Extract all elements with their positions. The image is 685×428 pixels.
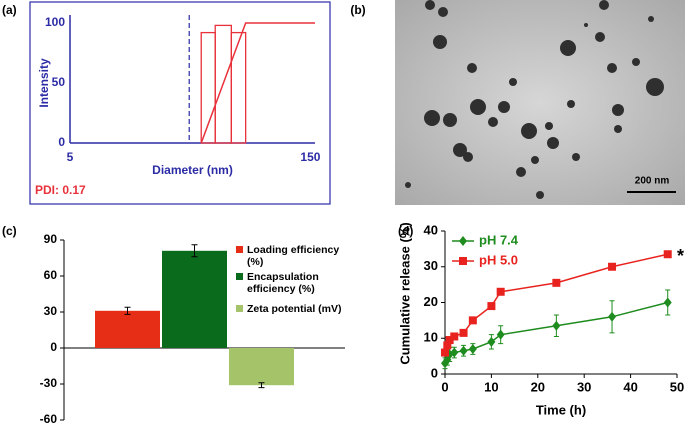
data-point xyxy=(459,328,468,337)
legend-item: Loading efficiency (%) xyxy=(236,244,348,268)
data-point xyxy=(443,341,452,350)
data-point xyxy=(663,297,672,308)
x-tick-label: 30 xyxy=(577,379,591,394)
histogram-bar xyxy=(230,31,247,144)
legend-label: Encapsulation efficiency (%) xyxy=(247,271,319,295)
data-point xyxy=(496,329,505,340)
x-tick-label: 10 xyxy=(484,379,498,394)
data-point xyxy=(552,278,561,287)
x-tick-label: 5 xyxy=(67,150,74,164)
annotation: * xyxy=(677,246,684,266)
histogram-bar xyxy=(200,31,216,144)
legend-label: pH 7.4 xyxy=(479,232,519,247)
y-tick-label: 30 xyxy=(424,258,438,273)
y-tick-label: 90 xyxy=(44,232,58,246)
legend-label: Zeta potential (mV) xyxy=(247,303,342,315)
data-point xyxy=(608,262,617,271)
x-tick-label: 20 xyxy=(531,379,545,394)
bar xyxy=(95,310,160,348)
y-tick-label: 20 xyxy=(424,294,438,309)
cumulative-line xyxy=(200,22,315,144)
y-tick-label: 0 xyxy=(50,340,57,354)
data-point xyxy=(487,336,496,347)
x-tick-label: 40 xyxy=(623,379,637,394)
tem-image xyxy=(395,0,685,205)
error-bar xyxy=(258,382,265,389)
y-axis-label: Cumulative release (%) xyxy=(397,222,413,365)
panel-label: (b) xyxy=(350,3,365,17)
bar xyxy=(162,250,227,348)
panel-frame xyxy=(29,1,331,205)
legend: Loading efficiency (%) Encapsulation effi… xyxy=(236,244,348,318)
y-tick-label: 50 xyxy=(52,75,66,89)
annotation: PDI: 0.17 xyxy=(35,183,86,197)
data-point xyxy=(445,336,454,345)
error-bar xyxy=(191,244,198,258)
y-tick-label: 60 xyxy=(44,268,58,282)
x-tick-label: 0 xyxy=(441,379,448,394)
panel-label: (d) xyxy=(398,224,413,238)
error-bar xyxy=(124,306,131,315)
legend-swatch xyxy=(236,273,243,280)
data-point xyxy=(459,345,468,356)
bar xyxy=(229,348,294,386)
legend-marker xyxy=(459,236,467,246)
data-point xyxy=(441,348,449,357)
legend-label: Loading efficiency (%) xyxy=(247,244,340,268)
data-point xyxy=(552,320,561,331)
panel-label: (a) xyxy=(2,3,17,17)
x-tick-label: 150 xyxy=(300,150,320,164)
y-tick-label: 0 xyxy=(431,365,438,380)
series-line xyxy=(444,253,668,353)
x-axis-label: Diameter (nm) xyxy=(152,163,233,177)
panel-label: (c) xyxy=(2,224,17,238)
legend-label: pH 5.0 xyxy=(479,252,518,267)
y-tick-label: 10 xyxy=(424,330,438,345)
data-point xyxy=(663,250,672,259)
data-point xyxy=(487,302,496,311)
x-axis-label: Time (h) xyxy=(536,402,586,417)
y-tick-label: -60 xyxy=(40,412,58,426)
data-point xyxy=(450,332,459,341)
legend-swatch xyxy=(236,305,243,312)
y-tick-label: 100 xyxy=(45,15,65,29)
data-point xyxy=(450,347,459,358)
legend-marker xyxy=(459,257,467,265)
scale-bar-label: 200 nm xyxy=(635,176,670,187)
data-point xyxy=(468,343,477,354)
y-tick-label: -30 xyxy=(40,376,58,390)
y-tick-label: 30 xyxy=(44,304,58,318)
y-axis-label: Intensity xyxy=(37,58,51,108)
legend-item: Zeta potential (mV) xyxy=(236,303,348,315)
y-tick-label: 0 xyxy=(58,135,65,149)
data-point xyxy=(496,287,505,296)
data-point xyxy=(608,311,617,322)
x-tick-label: 50 xyxy=(670,379,684,394)
y-tick-label: 40 xyxy=(424,222,438,237)
legend-swatch xyxy=(236,246,243,253)
legend-item: Encapsulation efficiency (%) xyxy=(236,271,348,295)
data-point xyxy=(468,316,477,325)
